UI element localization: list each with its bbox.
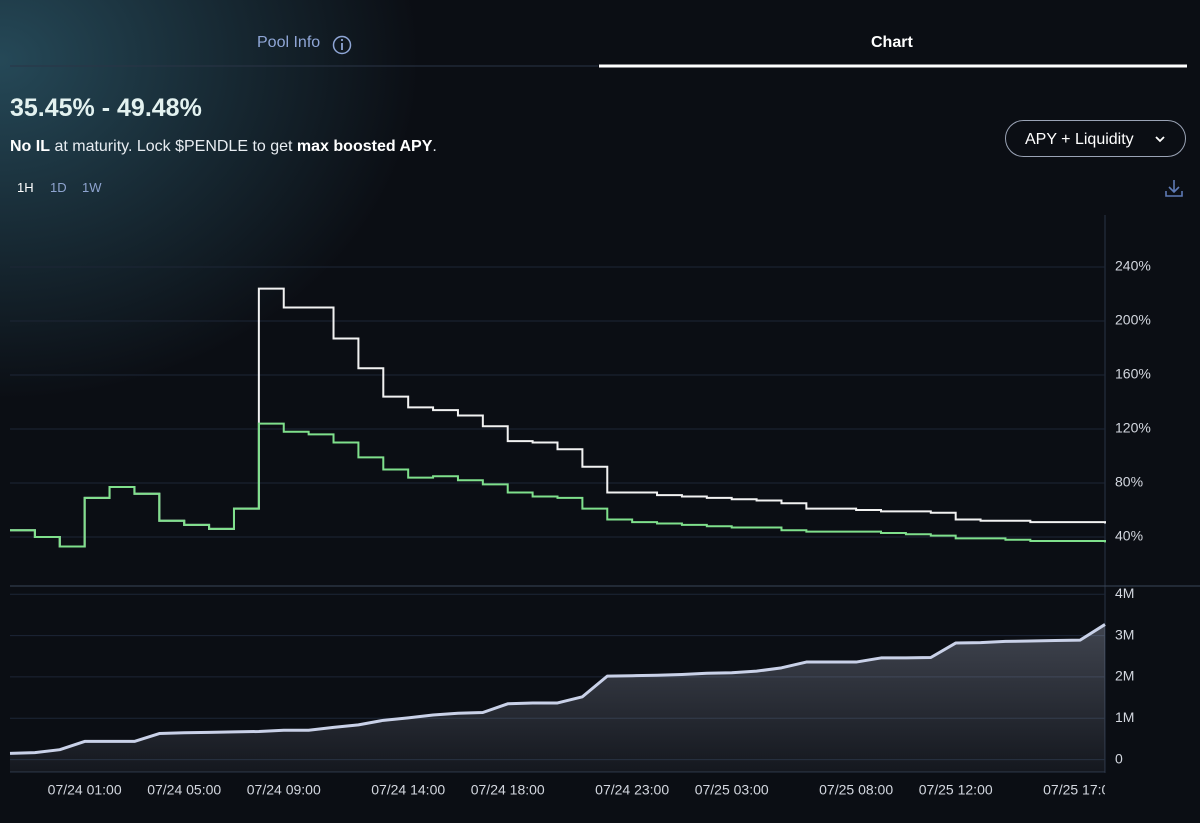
description: No IL at maturity. Lock $PENDLE to get m… bbox=[10, 138, 437, 156]
area-line bbox=[9, 623, 1106, 755]
x-tick-label: 07/24 14:00 bbox=[371, 782, 445, 798]
text: at maturity. Lock $PENDLE to get bbox=[50, 138, 297, 155]
download-icon[interactable] bbox=[1165, 180, 1183, 197]
x-tick-label: 07/24 05:00 bbox=[147, 782, 221, 798]
y-tick-label: 80% bbox=[1115, 474, 1143, 490]
x-tick-label: 07/25 03:00 bbox=[695, 782, 769, 798]
tab[interactable]: Chart bbox=[871, 34, 913, 51]
text-bold: No IL bbox=[10, 138, 50, 155]
x-tick-label: 07/24 01:00 bbox=[48, 782, 122, 798]
dropdown[interactable]: APY + Liquidity bbox=[1005, 120, 1186, 157]
x-axis-labels: 07/24 01:00 07/24 05:00 07/24 09:00 07/24 1… bbox=[48, 782, 1117, 798]
timeframe-button[interactable]: 1W bbox=[82, 180, 102, 195]
series-line bbox=[10, 287, 1106, 548]
y-tick-label: 240% bbox=[1115, 258, 1151, 274]
y-tick-label: 2M bbox=[1115, 668, 1134, 684]
y-tick-label: 4M bbox=[1115, 585, 1134, 601]
timeframe-button[interactable]: 1H bbox=[17, 180, 34, 195]
y-tick-label: 0 bbox=[1115, 750, 1123, 766]
x-tick-label: 07/25 08:00 bbox=[819, 782, 893, 798]
x-tick-label: 07/25 17:00 bbox=[1043, 782, 1117, 798]
chevron bbox=[1155, 136, 1165, 143]
x-tick-label: 07/24 09:00 bbox=[247, 782, 321, 798]
y-tick-label: 120% bbox=[1115, 420, 1151, 436]
area-fill bbox=[10, 624, 1105, 772]
dropdown-label: APY + Liquidity bbox=[1025, 131, 1134, 148]
y-tick-label: 40% bbox=[1115, 528, 1143, 544]
y-tick-label: 160% bbox=[1115, 366, 1151, 382]
y-tick-label: 200% bbox=[1115, 312, 1151, 328]
series-line bbox=[10, 422, 1106, 548]
x-tick-label: 07/24 18:00 bbox=[471, 782, 545, 798]
text: . bbox=[432, 138, 437, 155]
x-tick-label: 07/25 12:00 bbox=[919, 782, 993, 798]
y-tick-label: 1M bbox=[1115, 709, 1134, 725]
text-bold: max boosted APY bbox=[296, 138, 433, 155]
timeframe-button[interactable]: 1D bbox=[50, 180, 67, 195]
x-tick-label: 07/24 23:00 bbox=[595, 782, 669, 798]
y-tick-label: 3M bbox=[1115, 626, 1134, 642]
tab[interactable]: Pool Info bbox=[257, 34, 321, 51]
info-icon bbox=[332, 35, 352, 55]
apy-range: 35.45% - 49.48% bbox=[10, 94, 202, 122]
